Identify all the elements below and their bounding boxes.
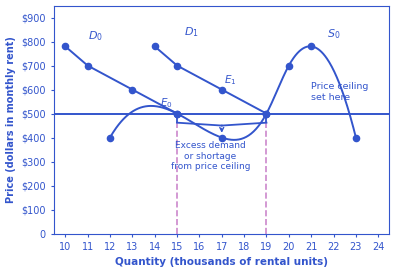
Point [62,44,68,49]
Point [308,44,314,49]
Text: $E_1$: $E_1$ [224,73,237,87]
Point [286,63,292,68]
Text: $E_0$: $E_0$ [160,96,173,110]
Point [174,63,180,68]
Point [218,87,225,92]
X-axis label: Quantity (thousands of rental units): Quantity (thousands of rental units) [115,257,328,268]
Point [129,87,135,92]
Y-axis label: Price (dollars in monthly rent): Price (dollars in monthly rent) [6,36,15,203]
Point [152,44,158,49]
Point [107,135,113,140]
Text: $S_0$: $S_0$ [327,27,340,41]
Point [263,111,270,116]
Point [174,111,180,116]
Point [218,135,225,140]
Point [174,111,180,116]
Point [85,63,91,68]
Point [263,111,270,116]
Text: $D_0$: $D_0$ [88,29,103,43]
Text: Price ceiling
set here: Price ceiling set here [311,82,369,102]
Text: Excess demand
or shortage
from price ceiling: Excess demand or shortage from price cei… [171,141,250,171]
Text: $D_1$: $D_1$ [184,26,199,39]
Point [353,135,359,140]
